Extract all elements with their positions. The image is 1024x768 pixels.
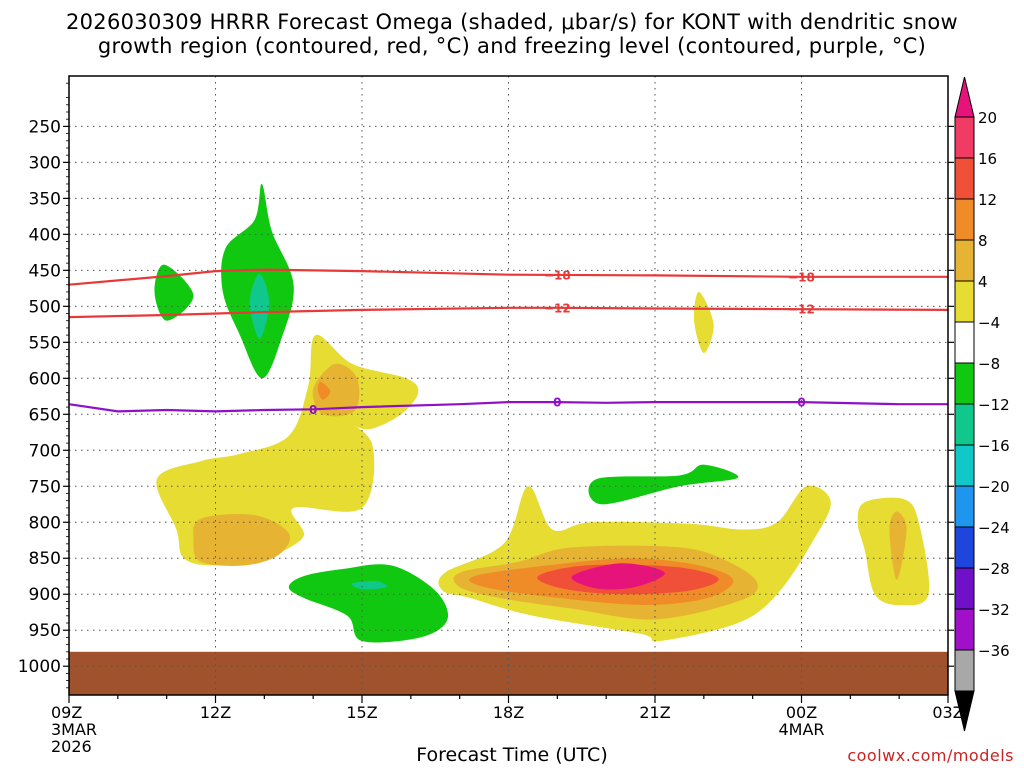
x-tick-label-1: 12Z — [200, 703, 231, 722]
y-tick-label-14: 950 — [29, 621, 61, 641]
colorbar-swatch-7 — [954, 403, 975, 446]
colorbar-bottom-arrow — [954, 690, 975, 732]
contour-label--18-0: −18 — [544, 268, 571, 282]
colorbar-swatch-10 — [954, 526, 975, 569]
contour-label-0-2: 0 — [797, 396, 805, 410]
y-tick-label-0: 250 — [29, 117, 61, 137]
colorbar-label-2: 12 — [978, 191, 997, 209]
y-tick-label-9: 700 — [29, 441, 61, 461]
x-tick-label-5: 00Z — [786, 703, 817, 722]
colorbar-swatch-11 — [954, 567, 975, 610]
colorbar-label-0: 20 — [978, 109, 997, 127]
colorbar-swatch-4 — [954, 280, 975, 323]
x-tick-label-2: 15Z — [346, 703, 377, 722]
omega-green-low — [288, 564, 449, 643]
y-axis-ticks: 250 300 350 400 450 500 550 600 650 700 750 800 850 9… — [18, 82, 954, 689]
omega-teal-core — [249, 273, 270, 339]
colorbar-label-3: 8 — [978, 232, 988, 250]
y-tick-label-15: 1000 — [18, 657, 61, 677]
omega-orange-upper — [312, 363, 360, 417]
colorbar-swatch-1 — [954, 157, 975, 200]
colorbar-label-4: 4 — [978, 273, 988, 291]
colorbar-label-11: −28 — [978, 560, 1010, 578]
contour-label--12-0: −12 — [544, 301, 571, 315]
contour-line--12 — [68, 306, 949, 319]
omega-red-upper — [317, 381, 331, 400]
x-tick-label-0: 09Z — [51, 703, 82, 722]
y-tick-label-13: 900 — [29, 585, 61, 605]
colorbar-swatch-0 — [954, 116, 975, 159]
y-tick-label-6: 550 — [29, 333, 61, 353]
y-tick-label-10: 750 — [29, 477, 61, 497]
contour-label--18-1: −18 — [788, 270, 815, 284]
omega-shading — [154, 183, 930, 643]
y-tick-label-8: 650 — [29, 405, 61, 425]
y-tick-label-5: 500 — [29, 297, 61, 317]
colorbar-swatch-9 — [954, 485, 975, 528]
y-tick-label-4: 450 — [29, 261, 61, 281]
y-tick-label-12: 850 — [29, 549, 61, 569]
colorbar-top-arrow — [954, 76, 975, 118]
x-tick-label-4: 21Z — [639, 703, 670, 722]
colorbar: 20 16 12 8 4 −4 −8 −12 −16 −20 −24 −28 −32 −36 — [954, 76, 1010, 732]
contour-label-0-0: 0 — [309, 403, 317, 417]
colorbar-swatch-6 — [954, 362, 975, 405]
colorbar-swatch-3 — [954, 239, 975, 282]
title-line-2: growth region (contoured, red, °C) and f… — [97, 34, 927, 58]
omega-yellow-mid — [693, 291, 714, 354]
contour-line-0 — [68, 401, 948, 413]
colorbar-label-5: −4 — [978, 314, 1000, 332]
x-axis-title: Forecast Time (UTC) — [416, 744, 608, 766]
colorbar-label-8: −16 — [978, 437, 1010, 455]
colorbar-label-6: −8 — [978, 355, 1000, 373]
contour-line--18 — [68, 268, 948, 286]
colorbar-label-1: 16 — [978, 150, 997, 168]
temperature-contours: −18 −18 −12 −12 0 0 0 — [68, 268, 949, 417]
y-tick-label-1: 300 — [29, 153, 61, 173]
x-tick-label-6: 03Z — [932, 703, 963, 722]
x-tick-label-3: 18Z — [493, 703, 524, 722]
y-tick-label-7: 600 — [29, 369, 61, 389]
omega-pink-core — [571, 563, 665, 590]
contour-label-0-1: 0 — [553, 396, 561, 410]
colorbar-swatch-13 — [954, 649, 975, 692]
chart-title: 2026030309 HRRR Forecast Omega (shaded, … — [0, 10, 1024, 58]
y-tick-label-3: 400 — [29, 225, 61, 245]
x-tick-sublabel2-0: 2026 — [51, 737, 92, 756]
omega-green-mid — [588, 464, 739, 505]
y-tick-label-11: 800 — [29, 513, 61, 533]
colorbar-label-12: −32 — [978, 601, 1010, 619]
colorbar-swatch-2 — [954, 198, 975, 241]
colorbar-label-7: −12 — [978, 396, 1010, 414]
omega-teal-low — [351, 581, 387, 590]
omega-orange-lower — [193, 514, 291, 566]
colorbar-label-9: −20 — [978, 478, 1010, 496]
colorbar-label-10: −24 — [978, 519, 1010, 537]
credit-link[interactable]: coolwx.com/models — [847, 746, 1014, 765]
colorbar-swatch-5 — [954, 321, 975, 364]
x-tick-sublabel-0: 3MAR — [51, 720, 97, 739]
grid-lines — [69, 76, 948, 695]
title-line-1: 2026030309 HRRR Forecast Omega (shaded, … — [65, 10, 959, 34]
colorbar-swatch-12 — [954, 608, 975, 651]
colorbar-swatch-8 — [954, 444, 975, 487]
x-tick-sublabel-5: 4MAR — [778, 720, 824, 739]
omega-orange-right — [889, 511, 907, 580]
contour-label--12-1: −12 — [788, 303, 815, 317]
y-tick-label-2: 350 — [29, 189, 61, 209]
colorbar-label-13: −36 — [978, 642, 1010, 660]
